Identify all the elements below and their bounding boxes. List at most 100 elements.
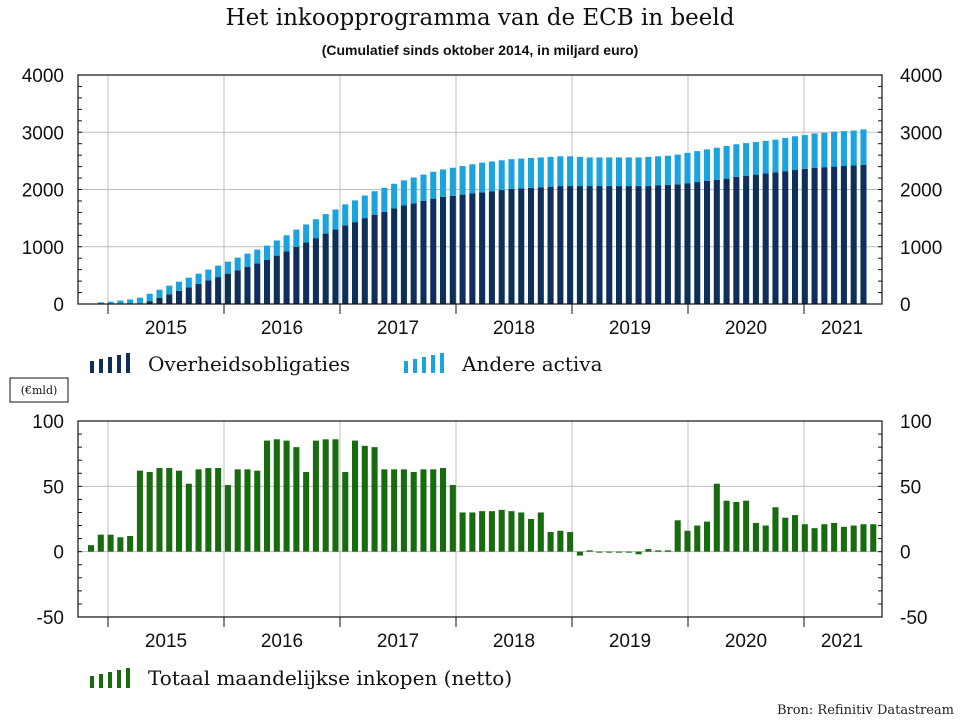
bar-totaal-inkopen (537, 512, 544, 552)
bar-totaal-inkopen (528, 519, 535, 552)
bar-overheidsobligaties (312, 238, 319, 304)
bar-andere-activa (312, 219, 319, 239)
bar-overheidsobligaties (840, 166, 847, 304)
bar-overheidsobligaties (596, 186, 603, 304)
bar-totaal-inkopen (801, 524, 808, 552)
bar-andere-activa (224, 261, 231, 274)
bar-andere-activa (195, 273, 202, 284)
bar-overheidsobligaties (850, 165, 857, 304)
bar-overheidsobligaties (146, 301, 153, 304)
bar-overheidsobligaties (792, 170, 799, 304)
bar-overheidsobligaties (400, 205, 407, 304)
x-tick-label: 2015 (145, 318, 187, 339)
bar-totaal-inkopen (606, 551, 613, 553)
source-note: Bron: Refinitiv Datastream (776, 703, 954, 718)
bar-overheidsobligaties (684, 183, 691, 304)
bar-totaal-inkopen (479, 511, 486, 552)
bar-andere-activa (606, 157, 613, 187)
bar-overheidsobligaties (440, 196, 447, 304)
legend-swatch-totaal-inkopen (117, 670, 121, 688)
bar-totaal-inkopen (840, 526, 847, 552)
bar-totaal-inkopen (430, 469, 437, 552)
bar-andere-activa (156, 289, 163, 298)
x-tick-label: 2020 (725, 318, 767, 339)
bar-totaal-inkopen (557, 530, 564, 552)
bar-andere-activa (664, 155, 671, 185)
bar-totaal-inkopen (782, 517, 789, 552)
x-tick-label: 2017 (377, 318, 419, 339)
bar-andere-activa (840, 131, 847, 167)
bar-totaal-inkopen (625, 551, 632, 553)
y-tick-label-left: -50 (37, 608, 64, 629)
bar-overheidsobligaties (371, 214, 378, 304)
bar-andere-activa (97, 302, 104, 304)
bar-overheidsobligaties (733, 176, 740, 304)
bar-overheidsobligaties (860, 164, 867, 304)
bar-andere-activa (694, 151, 701, 183)
legend-swatch-totaal-inkopen (108, 672, 112, 688)
bar-andere-activa (440, 169, 447, 197)
bar-totaal-inkopen (273, 439, 280, 552)
bar-totaal-inkopen (88, 545, 95, 552)
bar-overheidsobligaties (772, 172, 779, 304)
bar-totaal-inkopen (176, 470, 183, 552)
bar-andere-activa (479, 162, 486, 193)
bar-andere-activa (576, 156, 583, 187)
x-tick-label: 2018 (493, 631, 535, 652)
bar-andere-activa (469, 164, 476, 194)
bar-totaal-inkopen (244, 469, 251, 552)
bar-totaal-inkopen (97, 534, 104, 552)
bar-overheidsobligaties (322, 233, 329, 304)
bar-andere-activa (547, 156, 554, 187)
bar-totaal-inkopen (342, 471, 349, 552)
bar-overheidsobligaties (254, 263, 261, 304)
bar-andere-activa (674, 154, 681, 185)
bar-totaal-inkopen (459, 512, 466, 552)
bar-totaal-inkopen (684, 530, 691, 552)
bar-andere-activa (332, 209, 339, 230)
bar-andere-activa (400, 180, 407, 206)
bar-totaal-inkopen (772, 507, 779, 552)
bar-totaal-inkopen (498, 509, 505, 552)
bar-totaal-inkopen (107, 534, 114, 552)
bar-andere-activa (596, 157, 603, 187)
bar-overheidsobligaties (674, 184, 681, 304)
x-tick-label: 2021 (821, 318, 863, 339)
legend-label-overheidsobligaties: Overheidsobligaties (148, 352, 350, 376)
legend-swatch-overheidsobligaties (90, 361, 94, 373)
bar-totaal-inkopen (811, 528, 818, 552)
bar-totaal-inkopen (733, 502, 740, 552)
bar-totaal-inkopen (850, 525, 857, 552)
bar-andere-activa (410, 177, 417, 204)
bar-overheidsobligaties (176, 290, 183, 304)
bar-overheidsobligaties (762, 173, 769, 304)
bar-totaal-inkopen (831, 522, 838, 552)
legend-swatch-totaal-inkopen (90, 676, 94, 688)
bar-andere-activa (136, 297, 143, 304)
bar-overheidsobligaties (488, 191, 495, 304)
bar-andere-activa (146, 293, 153, 302)
bar-totaal-inkopen (127, 535, 134, 552)
legend-label-totaal-inkopen: Totaal maandelijkse inkopen (netto) (148, 666, 512, 690)
bar-overheidsobligaties (459, 194, 466, 304)
bar-andere-activa (704, 149, 711, 181)
bar-andere-activa (762, 140, 769, 174)
bar-andere-activa (752, 141, 759, 175)
bar-overheidsobligaties (420, 200, 427, 304)
bar-overheidsobligaties (606, 186, 613, 304)
y-tick-label-right: 0 (900, 543, 911, 564)
bar-andere-activa (723, 145, 730, 179)
x-tick-label: 2019 (609, 318, 651, 339)
y-tick-label-left: 0 (53, 543, 64, 564)
bar-totaal-inkopen (224, 485, 231, 552)
y-tick-label-right: 0 (900, 295, 911, 316)
bar-totaal-inkopen (488, 511, 495, 552)
y-tick-label-right: 50 (900, 477, 921, 498)
bar-overheidsobligaties (195, 283, 202, 304)
bar-overheidsobligaties (704, 180, 711, 304)
bar-andere-activa (801, 135, 808, 169)
bar-overheidsobligaties (224, 273, 231, 304)
bar-totaal-inkopen (117, 537, 124, 552)
bar-totaal-inkopen (821, 524, 828, 552)
